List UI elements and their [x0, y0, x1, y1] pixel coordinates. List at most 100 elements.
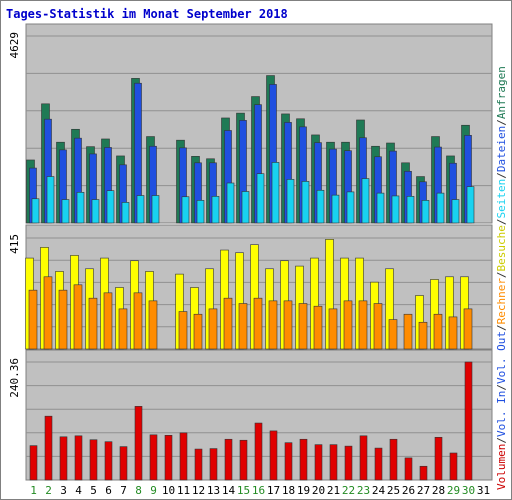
x-tick-label: 27 [417, 484, 430, 497]
bar-volumen-day-10 [164, 435, 173, 481]
bar-volumen-day-13 [209, 448, 218, 481]
x-tick-label: 5 [90, 484, 97, 497]
x-tick-label: 14 [222, 484, 236, 497]
x-tick-label: 12 [192, 484, 205, 497]
x-tick-label: 2 [45, 484, 52, 497]
x-tick-label: 4 [75, 484, 82, 497]
x-tick-label: 11 [177, 484, 190, 497]
bar-seiten-day-1 [31, 198, 40, 224]
bar-rechner-day-23 [358, 300, 368, 350]
bar-volumen-day-12 [194, 448, 203, 481]
y-axis-max-label: 415 [8, 234, 21, 254]
x-tick-label: 1 [30, 484, 37, 497]
series-legend: Volumen/Vol. In/Vol. Out/Rechner/Besuche… [495, 66, 508, 490]
bar-volumen-day-29 [449, 452, 458, 481]
x-tick-label: 19 [297, 484, 310, 497]
bar-seiten-day-21 [331, 194, 340, 224]
bar-volumen-day-24 [374, 447, 383, 481]
bar-volumen-day-16 [254, 422, 263, 481]
y-axis-max-label: 4629 [8, 32, 21, 59]
bar-volumen-day-23 [359, 435, 368, 481]
legend-entry: Vol. Out [495, 331, 508, 384]
x-tick-label: 10 [162, 484, 175, 497]
bar-rechner-day-17 [268, 300, 278, 350]
panel-middle: 415 [8, 224, 493, 350]
bar-rechner-day-28 [433, 313, 443, 350]
bar-volumen-day-21 [329, 444, 338, 481]
y-axis-max-label: 240.36 [8, 358, 21, 398]
bar-rechner-day-3 [58, 289, 68, 350]
bar-volumen-day-11 [179, 432, 188, 481]
x-tick-label: 6 [105, 484, 112, 497]
bar-volumen-day-3 [59, 436, 68, 481]
x-tick-label: 13 [207, 484, 220, 497]
bar-rechner-day-24 [373, 303, 383, 350]
x-tick-label: 3 [60, 484, 67, 497]
legend-entry: / [495, 437, 508, 444]
legend-entry: Dateien [495, 126, 508, 172]
bar-seiten-day-12 [196, 200, 205, 224]
bar-rechner-day-2 [43, 276, 53, 350]
bar-volumen-day-27 [419, 465, 428, 481]
x-tick-label: 28 [432, 484, 445, 497]
bar-rechner-day-29 [448, 316, 458, 350]
x-tick-label: 24 [372, 484, 386, 497]
bar-rechner-day-14 [223, 297, 233, 350]
bar-seiten-day-20 [316, 189, 325, 224]
bar-volumen-day-15 [239, 439, 248, 481]
bar-volumen-day-14 [224, 438, 233, 481]
legend-entry: / [495, 384, 508, 391]
bar-rechner-day-8 [133, 292, 143, 350]
x-tick-label: 16 [252, 484, 265, 497]
bar-rechner-day-18 [283, 300, 293, 350]
bar-seiten-day-23 [361, 178, 370, 224]
bar-rechner-day-15 [238, 303, 248, 350]
bar-seiten-day-13 [211, 196, 220, 224]
bar-seiten-day-11 [181, 196, 190, 224]
bar-rechner-day-26 [403, 313, 413, 350]
bar-volumen-day-7 [119, 446, 128, 481]
x-tick-label: 30 [462, 484, 475, 497]
panel-top: 4629 [8, 23, 493, 224]
legend-entry: / [495, 271, 508, 278]
bar-seiten-day-8 [136, 195, 145, 224]
bar-seiten-day-19 [301, 181, 310, 224]
bar-rechner-day-25 [388, 319, 398, 350]
bar-seiten-day-18 [286, 179, 295, 224]
bar-volumen-day-6 [104, 441, 113, 481]
bar-volumen-day-2 [44, 415, 53, 481]
bar-rechner-day-12 [193, 313, 203, 350]
bar-rechner-day-4 [73, 284, 83, 350]
legend-entry: Besuche [495, 225, 508, 271]
bar-rechner-day-13 [208, 308, 218, 350]
x-tick-label: 23 [357, 484, 370, 497]
x-tick-label: 15 [237, 484, 250, 497]
legend-entry: Vol. In [495, 391, 508, 437]
bar-rechner-day-9 [148, 300, 158, 350]
series-volumen [29, 361, 473, 481]
bar-rechner-day-20 [313, 305, 323, 350]
bar-seiten-day-22 [346, 191, 355, 224]
legend-entry: Seiten [495, 179, 508, 219]
bar-rechner-day-30 [463, 308, 473, 350]
x-tick-label: 9 [150, 484, 157, 497]
legend-entry: Rechner [495, 278, 508, 325]
x-tick-label: 21 [327, 484, 340, 497]
series-rechner [28, 276, 473, 350]
bar-seiten-day-17 [271, 162, 280, 224]
bar-volumen-day-9 [149, 434, 158, 481]
bar-seiten-day-6 [106, 190, 115, 224]
bar-rechner-day-16 [253, 297, 263, 350]
bar-volumen-day-18 [284, 442, 293, 481]
bar-seiten-day-15 [241, 191, 250, 224]
x-tick-label: 26 [402, 484, 415, 497]
bar-seiten-day-7 [121, 202, 130, 224]
bar-seiten-day-4 [76, 191, 85, 224]
bar-volumen-day-8 [134, 406, 143, 481]
bar-seiten-day-29 [451, 199, 460, 224]
x-tick-label: 18 [282, 484, 295, 497]
bar-rechner-day-21 [328, 308, 338, 350]
bar-seiten-day-30 [466, 186, 475, 224]
bar-rechner-day-19 [298, 303, 308, 350]
